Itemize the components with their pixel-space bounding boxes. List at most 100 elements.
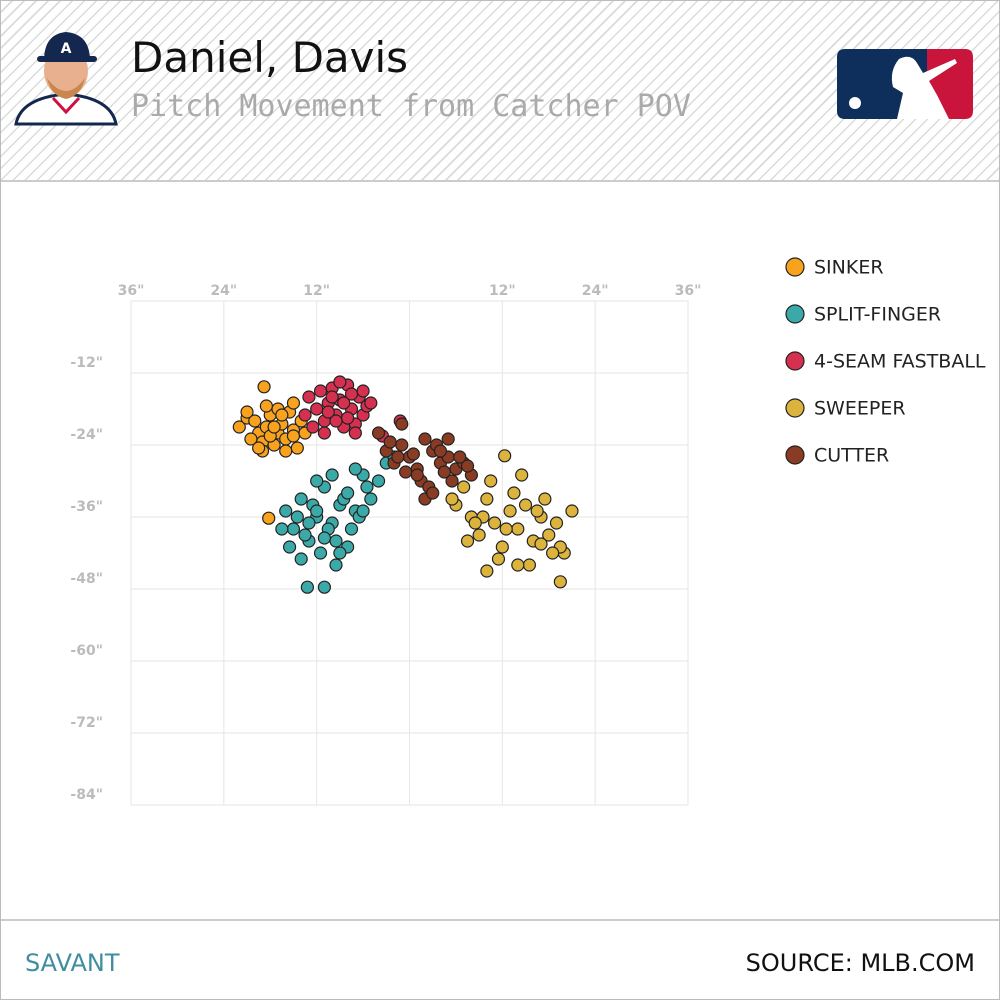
pitch-point <box>472 528 486 542</box>
legend-swatch <box>785 398 805 418</box>
y-tick-label: -12" <box>70 355 103 371</box>
pitch-point <box>460 459 475 473</box>
legend-swatch <box>785 445 805 465</box>
pitch-point <box>310 402 324 416</box>
pitch-point <box>240 405 254 419</box>
pitch-point <box>480 492 494 506</box>
pitch-point <box>503 504 517 518</box>
pitch-point <box>313 384 328 398</box>
x-tick-label: 24" <box>582 283 609 299</box>
pitch-point <box>333 375 347 389</box>
pitch-point <box>399 465 413 479</box>
pitch-point <box>302 390 316 404</box>
pitch-point <box>468 516 482 530</box>
pitch-point <box>518 498 533 512</box>
pitch-point <box>534 537 548 551</box>
pitch-point <box>460 534 475 548</box>
legend-label: SWEEPER <box>814 398 906 420</box>
pitch-point <box>553 575 567 589</box>
pitch-point <box>538 492 552 506</box>
title: Daniel, Davis <box>131 33 409 82</box>
pitch-point <box>306 420 320 434</box>
x-tick-label: 24" <box>210 283 237 299</box>
pitch-point <box>445 474 459 488</box>
pitch-point <box>317 531 332 545</box>
pitch-point <box>279 504 293 518</box>
x-tick-label: 12" <box>303 283 330 299</box>
pitch-point <box>248 414 262 428</box>
pitch-point <box>433 444 448 458</box>
pitch-point <box>275 522 289 536</box>
pitch-point <box>371 426 386 440</box>
pitch-point <box>294 552 308 566</box>
pitch-point <box>317 426 332 440</box>
pitch-point <box>267 420 281 434</box>
pitch-point <box>410 468 424 482</box>
pitch-point <box>356 384 370 398</box>
pitch-point <box>302 516 316 530</box>
x-tick-label: 12" <box>489 283 516 299</box>
subtitle: Pitch Movement from Catcher POV <box>131 89 691 124</box>
pitch-point <box>286 396 301 410</box>
pitch-point <box>313 546 328 560</box>
pitch-point <box>546 546 560 560</box>
pitch-point <box>310 504 324 518</box>
legend-label: 4-SEAM FASTBALL <box>814 351 986 373</box>
pitch-point <box>530 504 544 518</box>
savant-link[interactable]: SAVANT <box>25 949 120 977</box>
header: A Daniel, Davis Pitch Movement from Catc… <box>1 1 999 182</box>
pitch-point <box>262 511 276 525</box>
pitch-point <box>371 474 386 488</box>
legend-label: CUTTER <box>814 445 889 467</box>
legend-swatch <box>785 304 805 324</box>
pitch-point <box>344 522 359 536</box>
x-tick-label: 36" <box>118 283 145 299</box>
y-tick-label: -60" <box>70 643 103 659</box>
pitch-point <box>282 540 297 554</box>
pitch-point <box>511 558 525 572</box>
legend-label: SPLIT-FINGER <box>814 304 941 326</box>
pitch-point <box>522 558 537 572</box>
pitch-point <box>348 462 362 476</box>
pitch-point <box>549 516 564 530</box>
pitch-point <box>279 444 293 458</box>
pitch-point <box>290 510 304 524</box>
pitch-point <box>499 522 513 536</box>
pitch-point <box>445 492 459 506</box>
pitch-point <box>484 474 498 488</box>
chart: 36" 24" 12" 12" 24" 36" -12" -24" -36" -48" -60" -7… <box>70 257 986 806</box>
pitch-point <box>360 480 374 494</box>
pitch-point <box>337 396 351 410</box>
pitch-point <box>257 380 271 394</box>
source: SOURCE: MLB.COM <box>745 949 975 977</box>
pitch-point <box>310 474 324 488</box>
pitch-point <box>364 492 378 506</box>
pitch-point <box>565 504 579 518</box>
pitch-point <box>426 486 440 500</box>
legend-label: SINKER <box>814 257 884 279</box>
player-headshot: A <box>14 32 118 126</box>
pitch-point <box>395 417 409 431</box>
pitch-point <box>495 540 509 554</box>
pitch-point <box>232 420 246 434</box>
legend-swatch <box>785 351 805 371</box>
legend-swatch <box>785 257 805 277</box>
pitch-point <box>329 534 343 548</box>
pitch-point <box>480 564 494 578</box>
pitch-point <box>259 399 273 413</box>
pitch-point <box>341 411 355 425</box>
pitch-point <box>491 552 506 566</box>
pitch-point <box>252 441 266 455</box>
pitch-point <box>325 468 339 482</box>
pitch-point <box>457 480 471 494</box>
pitch-point <box>348 426 362 440</box>
pitch-point <box>356 504 370 518</box>
pitch-point <box>286 522 301 536</box>
pitch-point <box>498 449 512 463</box>
pitch-point <box>290 441 304 455</box>
pitch-point <box>441 432 455 446</box>
mlb-logo <box>837 49 973 119</box>
pitch-point <box>325 390 339 404</box>
pitch-point <box>244 432 258 446</box>
